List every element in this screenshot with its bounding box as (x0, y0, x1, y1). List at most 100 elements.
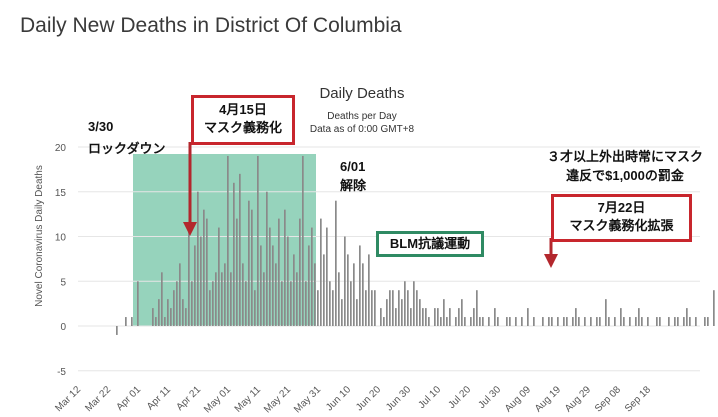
x-tick-label: Jul 10 (416, 384, 443, 411)
bar (173, 290, 175, 326)
bar (341, 299, 343, 326)
bar (191, 281, 193, 326)
bar (572, 317, 574, 326)
bar (188, 227, 190, 326)
bar (161, 272, 163, 326)
bar (215, 272, 217, 326)
bar (647, 317, 649, 326)
bar (308, 245, 310, 326)
mask-expand-date: 7月22日 (597, 200, 646, 215)
bar (305, 281, 307, 326)
bar (668, 317, 670, 326)
bar (557, 317, 559, 326)
bar (656, 317, 658, 326)
y-tick-label: 0 (60, 322, 66, 333)
bar (293, 254, 295, 326)
bar (314, 263, 316, 326)
bar (599, 317, 601, 326)
bar (608, 317, 610, 326)
bar (440, 317, 442, 326)
bar (296, 272, 298, 326)
bar (449, 308, 451, 326)
bar (461, 299, 463, 326)
mask-mandate-box: 4月15日 マスク義務化 (191, 95, 295, 145)
bar (476, 290, 478, 326)
bar (374, 290, 376, 326)
bar (416, 290, 418, 326)
bar (674, 317, 676, 326)
bar (242, 263, 244, 326)
bar (590, 317, 592, 326)
x-tick-label: May 31 (292, 384, 323, 415)
bar (707, 317, 709, 326)
bar (371, 290, 373, 326)
bar (509, 317, 511, 326)
bar (248, 200, 250, 326)
bar (290, 281, 292, 326)
bar (380, 308, 382, 326)
bar (695, 317, 697, 326)
bar (155, 317, 157, 326)
bar (359, 245, 361, 326)
bar (389, 290, 391, 326)
bar (269, 227, 271, 326)
bar (533, 317, 535, 326)
bar (287, 236, 289, 326)
x-tick-label: Aug 09 (503, 384, 533, 414)
x-tick-label: Jul 20 (446, 384, 473, 411)
bar (563, 317, 565, 326)
bar (596, 317, 598, 326)
bar (176, 281, 178, 326)
bar (398, 290, 400, 326)
bar (284, 209, 286, 326)
fine-annotation: ３才以上外出時常にマスク 違反で$1,000の罰金 (540, 147, 710, 185)
x-tick-label: Sep 08 (593, 384, 623, 414)
y-tick-label: 10 (55, 233, 67, 244)
bar (131, 317, 133, 326)
x-tick-label: Jun 20 (354, 384, 383, 413)
bar (470, 317, 472, 326)
bar (263, 272, 265, 326)
bar (299, 218, 301, 326)
lift-annotation: 6/01 解除 (340, 157, 366, 195)
page-title: Daily New Deaths in District Of Columbia (20, 14, 402, 37)
bar (494, 308, 496, 326)
bar (629, 317, 631, 326)
bar (170, 308, 172, 326)
bar (203, 209, 205, 326)
bar (245, 281, 247, 326)
bar (683, 317, 685, 326)
bar (254, 290, 256, 326)
x-tick-label: Jun 10 (324, 384, 353, 413)
bar (686, 308, 688, 326)
x-tick-label: Mar 12 (53, 384, 83, 414)
bar (425, 308, 427, 326)
bar (566, 317, 568, 326)
bar (365, 290, 367, 326)
bar (257, 155, 259, 326)
bar (542, 317, 544, 326)
bar (185, 308, 187, 326)
bar (320, 218, 322, 326)
x-tick-label: May 21 (262, 384, 293, 415)
bar (713, 290, 715, 326)
mask-mandate-date: 4月15日 (219, 102, 267, 117)
bar (194, 245, 196, 326)
bar (332, 290, 334, 326)
bar (179, 263, 181, 326)
bar (506, 317, 508, 326)
bar (266, 191, 268, 326)
bar (482, 317, 484, 326)
blm-label: BLM抗議運動 (389, 236, 471, 251)
bar (233, 182, 235, 326)
bar (164, 317, 166, 326)
bar (383, 317, 385, 326)
bar (605, 299, 607, 326)
bar (473, 308, 475, 326)
bar (458, 308, 460, 326)
bar (614, 317, 616, 326)
bar (251, 209, 253, 326)
bar (272, 245, 274, 326)
bar (218, 227, 220, 326)
bar (443, 299, 445, 326)
